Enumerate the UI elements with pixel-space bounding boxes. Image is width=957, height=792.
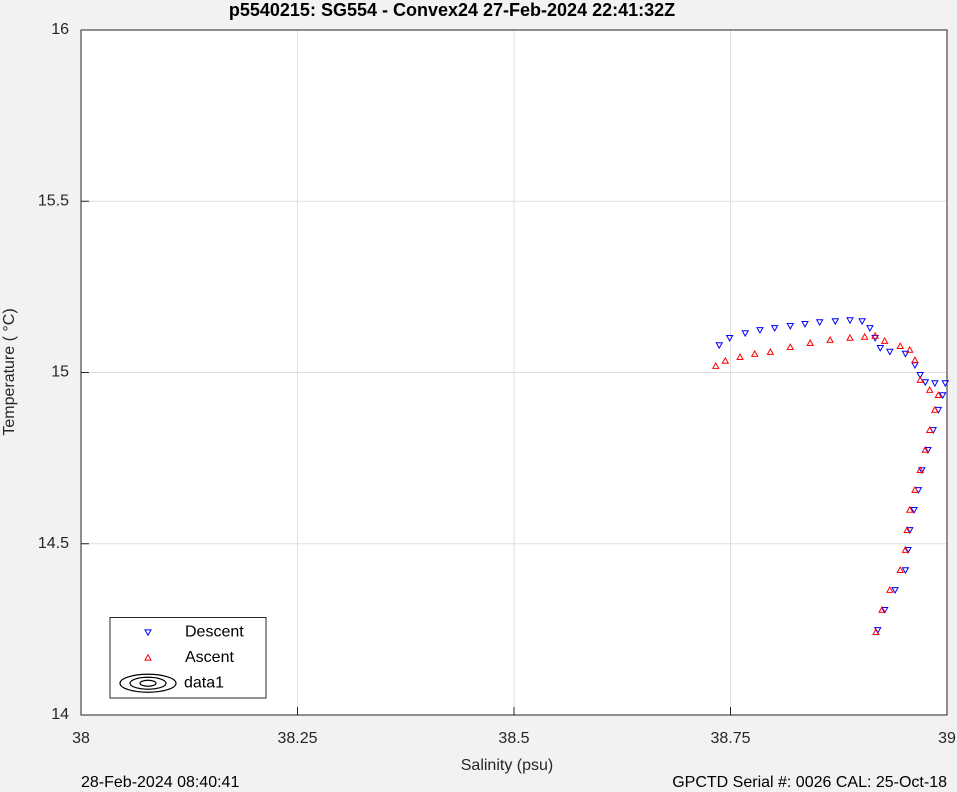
data-point: [931, 380, 939, 388]
data-point: [905, 527, 914, 535]
y-tick-label: 15: [51, 364, 69, 381]
data-point: [721, 356, 730, 364]
contour-ring: [129, 676, 167, 690]
data-point: [918, 467, 926, 475]
data-point: [846, 333, 854, 341]
data-point: [858, 318, 866, 326]
data-point: [924, 447, 932, 454]
legend-box: [109, 617, 267, 699]
data-point: [725, 335, 734, 342]
data-point: [770, 325, 779, 333]
data-point: [901, 545, 910, 553]
contour-ring: [119, 673, 177, 693]
contour-ring: [139, 679, 157, 687]
x-axis-label: Salinity (psu): [461, 757, 553, 774]
legend-marker: [119, 673, 177, 693]
data-point: [925, 385, 934, 393]
legend-label: Ascent: [185, 649, 234, 666]
data-point: [904, 547, 912, 554]
data-point: [934, 391, 943, 399]
data-point: [766, 347, 775, 355]
data-point: [921, 379, 930, 387]
data-point: [846, 317, 854, 325]
data-point: [880, 606, 889, 614]
data-point: [786, 343, 795, 351]
legend-marker: [144, 629, 152, 637]
data-point: [876, 344, 885, 352]
data-point: [786, 323, 795, 330]
data-point: [711, 361, 720, 369]
data-point: [903, 526, 912, 533]
data-point: [896, 566, 905, 574]
data-point: [910, 506, 918, 514]
footer-left: 28-Feb-2024 08:40:41: [81, 774, 239, 791]
legend-label: data1: [184, 674, 224, 691]
data-point: [891, 587, 899, 595]
data-point: [878, 605, 886, 613]
data-point: [806, 339, 815, 346]
data-point: [880, 336, 889, 344]
data-point: [736, 353, 744, 360]
data-point: [931, 405, 939, 413]
data-point: [911, 485, 919, 493]
data-point: [921, 445, 930, 453]
data-point: [925, 426, 934, 433]
data-point: [916, 466, 925, 474]
data-point: [801, 320, 809, 328]
legend-marker: [144, 653, 152, 661]
data-point: [871, 331, 879, 339]
x-tick-label: 38.25: [277, 730, 317, 747]
y-tick-label: 15.5: [38, 192, 69, 209]
data-point: [916, 376, 925, 383]
data-point: [905, 505, 914, 513]
x-tick-label: 38: [72, 730, 90, 747]
data-point: [866, 325, 874, 333]
y-axis-label: Temperature ( °C): [1, 308, 18, 435]
data-point: [896, 342, 905, 350]
data-point: [750, 349, 759, 357]
x-tick-label: 38.75: [710, 730, 750, 747]
data-point: [756, 327, 764, 335]
data-point: [872, 628, 880, 636]
chart-title: p5540215: SG554 - Convex24 27-Feb-2024 2…: [229, 0, 675, 20]
x-tick-label: 39: [938, 730, 956, 747]
data-point: [916, 371, 925, 379]
data-point: [831, 318, 840, 326]
data-point: [885, 585, 894, 593]
data-point: [941, 380, 950, 388]
y-tick-label: 14: [51, 706, 69, 723]
legend-label: Descent: [185, 623, 244, 640]
data-point: [715, 342, 724, 350]
data-point: [885, 348, 894, 356]
data-point: [905, 345, 914, 353]
y-tick-label: 14.5: [38, 535, 69, 552]
data-point: [860, 332, 869, 340]
data-point: [911, 356, 919, 364]
data-point: [938, 392, 947, 400]
data-point: [901, 350, 910, 358]
data-point: [815, 319, 824, 327]
data-point: [741, 330, 750, 338]
data-point: [901, 567, 910, 575]
x-tick-label: 38.5: [498, 730, 529, 747]
footer-right: GPCTD Serial #: 0026 CAL: 25-Oct-18: [672, 774, 947, 791]
data-point: [826, 335, 834, 343]
y-tick-label: 16: [51, 21, 69, 38]
